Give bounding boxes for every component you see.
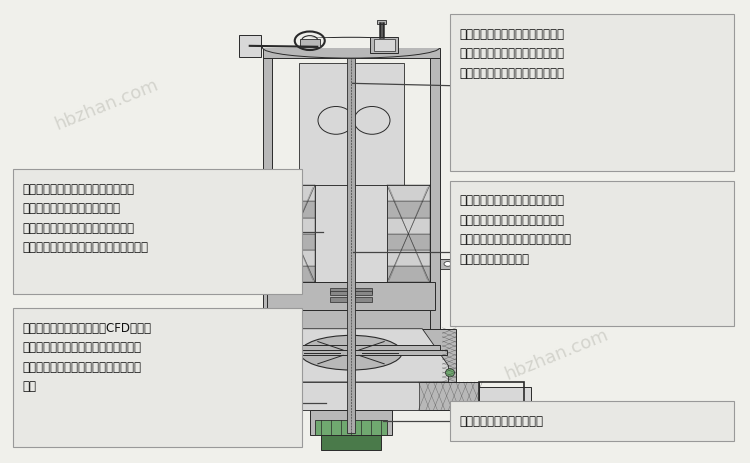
Polygon shape (254, 329, 448, 382)
Bar (330, 291, 372, 295)
Text: hbzhan.com: hbzhan.com (53, 75, 161, 134)
Bar (478, 387, 531, 405)
Bar (272, 310, 430, 329)
Bar (298, 63, 404, 185)
Bar (255, 350, 447, 355)
Ellipse shape (446, 369, 454, 377)
Ellipse shape (444, 262, 452, 266)
Text: 电机特殊的绝缘设计确保电机在少量
进水的环境下依然能正常使用。
电机的优化设计保证了水泵能在水力
部件被泥沙部分淹没的环境下开机启动。: 电机特殊的绝缘设计确保电机在少量 进水的环境下依然能正常使用。 电机的优化设计保… (22, 183, 148, 254)
Bar (272, 234, 315, 250)
Bar (238, 35, 261, 57)
Ellipse shape (300, 335, 402, 370)
Bar (387, 185, 430, 201)
Bar (262, 58, 272, 345)
Bar (300, 39, 320, 47)
Bar (347, 58, 355, 433)
Bar (370, 37, 398, 53)
Bar (272, 185, 315, 282)
Bar (272, 250, 315, 266)
Bar (272, 218, 315, 234)
Bar (315, 420, 387, 435)
Bar (315, 185, 387, 282)
FancyBboxPatch shape (450, 401, 734, 441)
Bar (387, 201, 430, 218)
FancyBboxPatch shape (13, 169, 302, 294)
Bar (387, 250, 430, 266)
Bar (376, 20, 386, 24)
Text: 密封设计为了满足潜炎的要求，在
水泵密封上采用了多项改进措施，
独有的密封技术，更加安全可靠。: 密封设计为了满足潜炎的要求，在 水泵密封上采用了多项改进措施， 独有的密封技术，… (459, 28, 564, 80)
Bar (246, 259, 262, 269)
Ellipse shape (318, 106, 354, 134)
Bar (284, 382, 418, 410)
FancyBboxPatch shape (450, 181, 734, 326)
Bar (246, 329, 456, 382)
Bar (374, 39, 394, 51)
Bar (262, 48, 440, 58)
Bar (478, 382, 524, 409)
Bar (262, 38, 440, 48)
Bar (330, 297, 372, 302)
Bar (262, 345, 440, 350)
Bar (272, 201, 315, 218)
Bar (387, 234, 430, 250)
Ellipse shape (354, 106, 390, 134)
Bar (272, 185, 315, 201)
Ellipse shape (262, 37, 440, 58)
Text: 水力部件设计运用了先进的CFD流场诊
断技术具有高扬程，全扬程、高效、无
堵塞、耐磨损等优点，处于国际先进水
平。: 水力部件设计运用了先进的CFD流场诊 断技术具有高扬程，全扬程、高效、无 堵塞、… (22, 322, 152, 393)
Bar (171, 387, 224, 405)
Bar (272, 266, 315, 282)
Bar (440, 259, 456, 269)
FancyBboxPatch shape (450, 14, 734, 171)
FancyBboxPatch shape (13, 308, 302, 447)
Text: 加装了切割旋转刀头的叶轮: 加装了切割旋转刀头的叶轮 (459, 415, 543, 428)
Bar (268, 282, 435, 310)
Bar (387, 218, 430, 234)
Bar (387, 266, 430, 282)
Bar (430, 58, 439, 345)
Bar (387, 185, 430, 282)
Bar (310, 410, 392, 435)
Bar (321, 435, 381, 450)
Ellipse shape (249, 369, 258, 377)
Bar (330, 288, 372, 293)
Text: 保护措施除常规电机保护外，在在
接线盒腔、电机和油室内分别设置
了泄露检测器，电机定子绕组内设置
了定子超温保护装置。: 保护措施除常规电机保护外，在在 接线盒腔、电机和油室内分别设置 了泄露检测器，电… (459, 194, 571, 266)
Text: hbzhan.com: hbzhan.com (503, 325, 611, 384)
Bar (224, 382, 478, 410)
